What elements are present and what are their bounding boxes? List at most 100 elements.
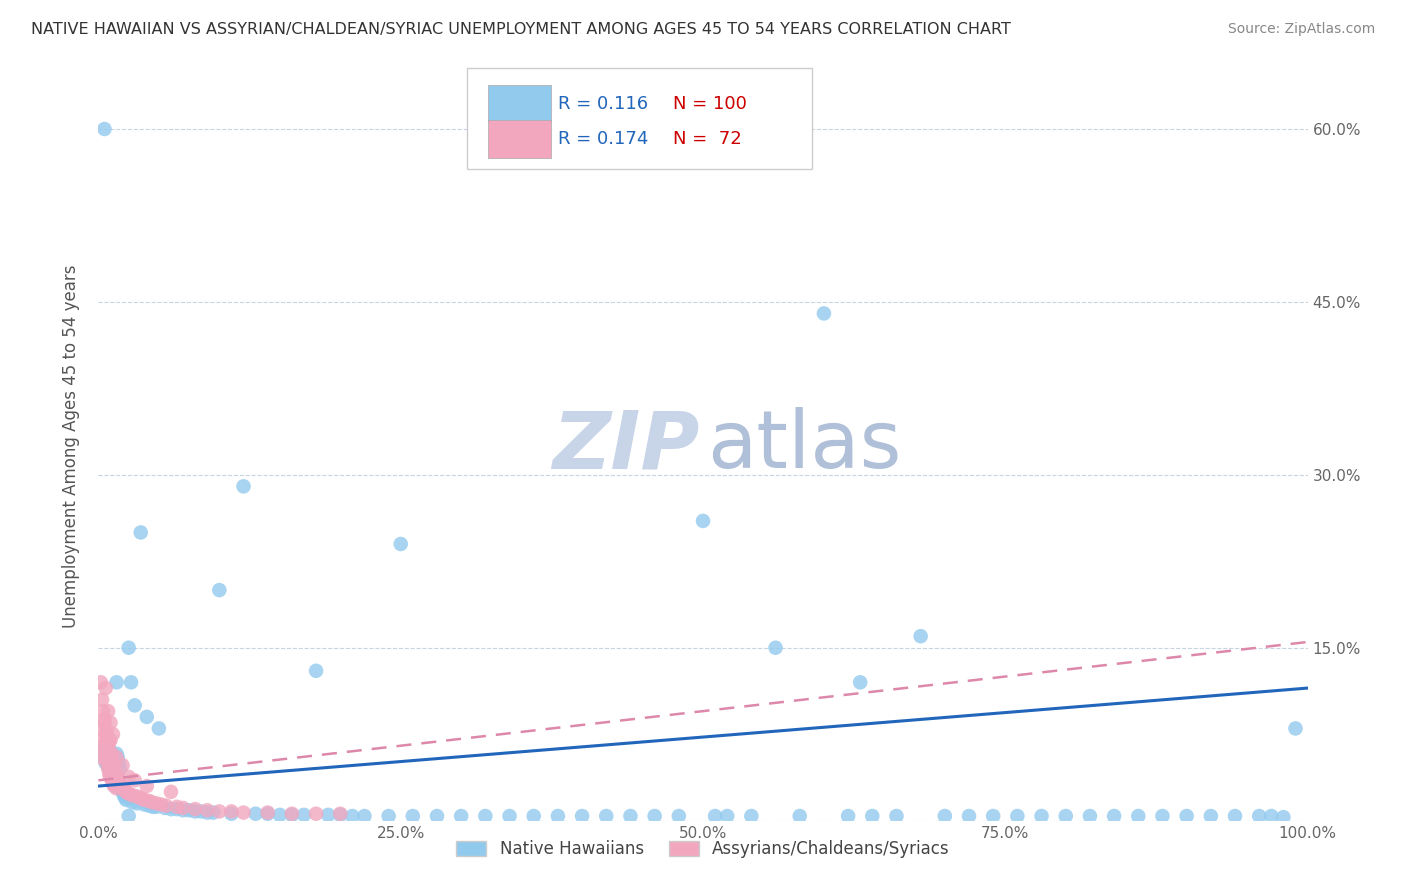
Point (129, 525, 152, 540)
Point (112, 781, 135, 796)
Point (96, 723, 118, 738)
Point (195, 803, 218, 817)
Point (740, 809, 762, 823)
Point (127, 789, 149, 804)
Point (145, 797, 167, 811)
Point (134, 793, 156, 807)
Point (704, 809, 727, 823)
Point (208, 583, 231, 598)
Point (342, 809, 364, 823)
Point (886, 809, 908, 823)
Point (101, 777, 124, 791)
Point (166, 802, 188, 816)
Point (221, 805, 243, 819)
Point (100, 733, 122, 747)
Point (108, 762, 131, 776)
Point (426, 809, 449, 823)
Point (1272, 810, 1295, 824)
Point (142, 799, 165, 814)
Text: R = 0.116: R = 0.116 (558, 95, 648, 112)
Point (153, 801, 176, 815)
Point (1078, 809, 1101, 823)
Point (402, 809, 425, 823)
Point (474, 809, 496, 823)
Point (103, 779, 125, 793)
Point (849, 675, 872, 690)
Point (281, 806, 304, 821)
Point (281, 808, 304, 822)
Point (134, 797, 156, 812)
Point (138, 798, 160, 813)
Point (195, 805, 218, 820)
Point (118, 787, 141, 801)
Point (910, 629, 932, 643)
Point (104, 767, 127, 781)
Point (103, 773, 125, 788)
Point (1054, 809, 1077, 823)
Point (127, 797, 149, 811)
Point (118, 770, 141, 784)
Point (498, 809, 520, 823)
Point (329, 806, 352, 821)
Point (595, 809, 617, 823)
Point (957, 809, 980, 823)
Point (148, 722, 170, 736)
Point (1007, 809, 1029, 823)
Point (135, 710, 157, 724)
Point (118, 809, 141, 823)
Point (93, 122, 115, 136)
Point (96, 756, 118, 770)
Text: atlas: atlas (707, 407, 901, 485)
Point (124, 698, 146, 713)
Point (121, 789, 143, 803)
Point (108, 777, 131, 791)
Point (837, 809, 859, 823)
Point (221, 806, 243, 821)
Point (245, 806, 267, 821)
Point (108, 773, 131, 788)
Point (184, 805, 207, 819)
Point (105, 675, 128, 690)
Point (150, 797, 173, 812)
Point (120, 675, 142, 690)
Point (90, 675, 112, 690)
Point (105, 747, 128, 761)
Point (202, 805, 225, 820)
Point (353, 809, 375, 823)
Point (644, 809, 666, 823)
Point (107, 750, 129, 764)
Point (1284, 722, 1306, 736)
Point (765, 640, 787, 655)
Point (131, 791, 153, 805)
Point (1152, 809, 1174, 823)
Point (1128, 809, 1150, 823)
Point (91, 739, 114, 753)
Point (100, 750, 122, 764)
Point (860, 809, 883, 823)
FancyBboxPatch shape (488, 120, 551, 158)
Point (94, 681, 117, 695)
Point (94, 750, 117, 764)
Point (813, 306, 835, 320)
Point (94, 756, 117, 770)
Point (115, 785, 138, 799)
Point (232, 805, 254, 820)
Point (91, 704, 114, 718)
Point (179, 803, 201, 817)
Point (101, 727, 124, 741)
Point (103, 762, 125, 776)
Point (114, 783, 136, 797)
Point (98, 767, 121, 781)
Point (316, 808, 339, 822)
Point (1102, 809, 1125, 823)
Text: N =  72: N = 72 (672, 130, 741, 148)
Point (184, 802, 207, 816)
Point (269, 808, 291, 822)
Point (1223, 809, 1246, 823)
Point (668, 809, 690, 823)
Point (789, 809, 811, 823)
Point (934, 809, 956, 823)
Point (107, 770, 129, 784)
Point (124, 773, 146, 788)
Point (141, 795, 163, 809)
